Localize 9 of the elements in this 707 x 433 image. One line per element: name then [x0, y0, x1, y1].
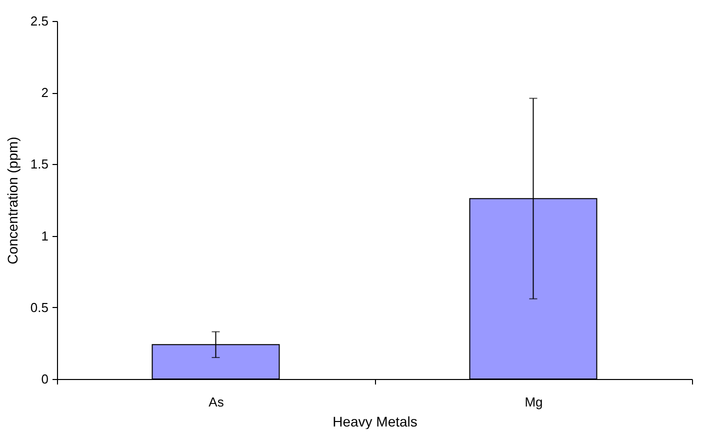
y-axis-title: Concentration (ppm) [4, 136, 20, 264]
y-tick-label: 1 [41, 228, 48, 244]
y-tick-label: 2 [41, 85, 48, 100]
y-tick-label: 0 [41, 372, 48, 386]
y-tick-label: 1.5 [30, 156, 48, 172]
y-tick-label: 0.5 [30, 300, 48, 315]
x-tick-label: Mg [524, 394, 543, 410]
x-tick-label: As [208, 394, 224, 410]
y-tick-label: 2.5 [30, 14, 48, 28]
